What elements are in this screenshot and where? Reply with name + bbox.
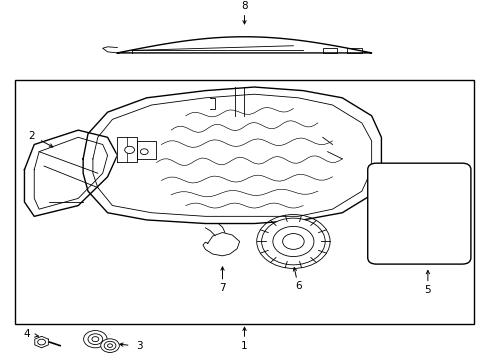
- Circle shape: [104, 341, 116, 350]
- Circle shape: [107, 344, 112, 347]
- Circle shape: [272, 226, 313, 257]
- Circle shape: [92, 337, 99, 342]
- Bar: [15, 80, 473, 324]
- Circle shape: [88, 334, 102, 345]
- Circle shape: [124, 146, 134, 153]
- Polygon shape: [117, 137, 137, 162]
- Polygon shape: [117, 37, 371, 53]
- Polygon shape: [137, 141, 156, 159]
- Text: 3: 3: [136, 341, 142, 351]
- Text: 1: 1: [241, 341, 247, 351]
- Text: 4: 4: [23, 329, 30, 339]
- Circle shape: [38, 339, 45, 345]
- Circle shape: [83, 330, 107, 348]
- Polygon shape: [83, 87, 381, 224]
- Text: 2: 2: [28, 131, 35, 140]
- Text: 8: 8: [241, 1, 247, 11]
- Text: 6: 6: [294, 282, 301, 291]
- Circle shape: [140, 149, 148, 154]
- Circle shape: [261, 218, 325, 265]
- Polygon shape: [35, 336, 48, 348]
- Circle shape: [282, 234, 304, 249]
- Polygon shape: [24, 130, 117, 216]
- Polygon shape: [203, 233, 239, 256]
- FancyBboxPatch shape: [367, 163, 470, 264]
- Text: 5: 5: [424, 285, 430, 295]
- Text: 7: 7: [219, 283, 225, 293]
- Circle shape: [101, 339, 119, 352]
